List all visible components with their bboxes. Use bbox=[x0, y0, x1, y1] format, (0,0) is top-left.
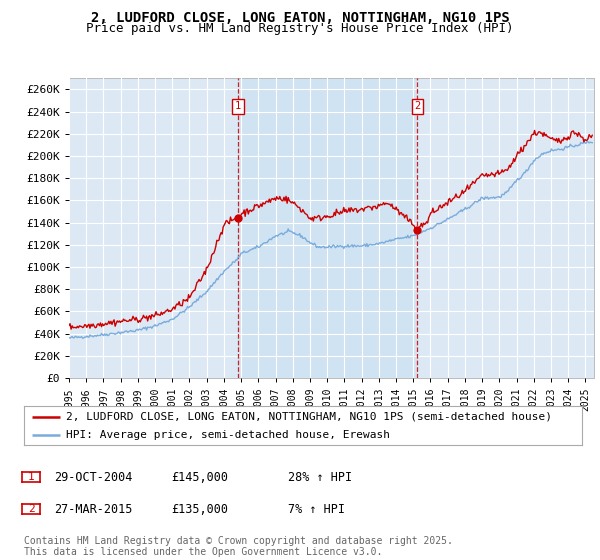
Text: 2, LUDFORD CLOSE, LONG EATON, NOTTINGHAM, NG10 1PS (semi-detached house): 2, LUDFORD CLOSE, LONG EATON, NOTTINGHAM… bbox=[66, 412, 552, 422]
Text: 1: 1 bbox=[28, 472, 35, 482]
Text: 27-MAR-2015: 27-MAR-2015 bbox=[54, 503, 133, 516]
Text: HPI: Average price, semi-detached house, Erewash: HPI: Average price, semi-detached house,… bbox=[66, 430, 390, 440]
Text: £145,000: £145,000 bbox=[171, 470, 228, 484]
Bar bbox=[238, 78, 418, 378]
Text: Price paid vs. HM Land Registry's House Price Index (HPI): Price paid vs. HM Land Registry's House … bbox=[86, 22, 514, 35]
Text: 7% ↑ HPI: 7% ↑ HPI bbox=[288, 503, 345, 516]
Text: 2: 2 bbox=[414, 101, 421, 111]
Text: 1: 1 bbox=[235, 101, 241, 111]
Text: 2, LUDFORD CLOSE, LONG EATON, NOTTINGHAM, NG10 1PS: 2, LUDFORD CLOSE, LONG EATON, NOTTINGHAM… bbox=[91, 11, 509, 25]
Text: £135,000: £135,000 bbox=[171, 503, 228, 516]
Text: 2: 2 bbox=[28, 504, 35, 514]
Text: 29-OCT-2004: 29-OCT-2004 bbox=[54, 470, 133, 484]
Text: 28% ↑ HPI: 28% ↑ HPI bbox=[288, 470, 352, 484]
Text: Contains HM Land Registry data © Crown copyright and database right 2025.
This d: Contains HM Land Registry data © Crown c… bbox=[24, 535, 453, 557]
